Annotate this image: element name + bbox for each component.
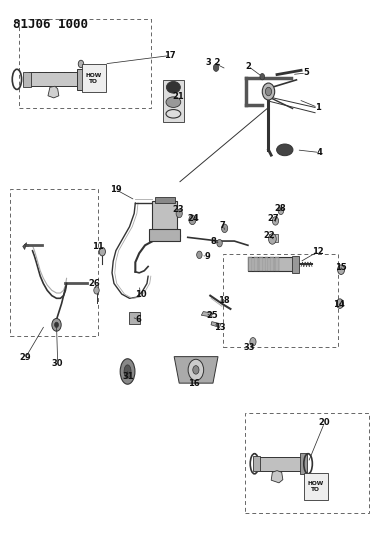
Circle shape: [197, 251, 202, 259]
Text: 18: 18: [218, 296, 229, 305]
Polygon shape: [48, 86, 59, 98]
Text: 24: 24: [188, 214, 199, 223]
Polygon shape: [211, 321, 221, 327]
Bar: [270, 257, 274, 271]
Bar: [129, 312, 140, 324]
Bar: [258, 457, 302, 471]
Bar: [304, 473, 328, 500]
Text: 11: 11: [92, 242, 104, 251]
Bar: [254, 257, 258, 271]
Circle shape: [269, 233, 276, 244]
Text: 13: 13: [214, 323, 225, 332]
Circle shape: [273, 216, 278, 225]
Text: 19: 19: [110, 185, 122, 194]
Text: 20: 20: [319, 418, 330, 427]
Ellipse shape: [277, 144, 293, 156]
Circle shape: [94, 287, 99, 294]
Polygon shape: [271, 471, 283, 483]
Circle shape: [217, 239, 222, 247]
Bar: [259, 257, 263, 271]
Circle shape: [52, 318, 61, 331]
Text: 26: 26: [89, 279, 100, 288]
Text: 14: 14: [333, 300, 345, 309]
Bar: [248, 257, 292, 271]
Text: 10: 10: [135, 289, 146, 298]
Bar: [152, 201, 177, 230]
Text: 25: 25: [206, 311, 218, 320]
Text: 28: 28: [274, 204, 286, 213]
Text: HOW
TO: HOW TO: [86, 73, 102, 84]
Circle shape: [337, 265, 344, 274]
Circle shape: [262, 83, 275, 100]
Text: 81J06 1000: 81J06 1000: [13, 18, 88, 31]
Bar: [253, 456, 260, 471]
Text: HOW
TO: HOW TO: [308, 481, 324, 492]
Text: 29: 29: [20, 353, 31, 362]
Circle shape: [260, 74, 265, 80]
Circle shape: [213, 64, 219, 71]
Text: 1: 1: [315, 103, 321, 112]
Bar: [155, 197, 175, 203]
Bar: [223, 254, 338, 347]
Ellipse shape: [167, 82, 180, 93]
Text: 8: 8: [210, 237, 216, 246]
Circle shape: [250, 337, 256, 346]
Circle shape: [176, 209, 182, 217]
Bar: [269, 233, 278, 242]
Bar: [265, 257, 269, 271]
Circle shape: [278, 207, 283, 215]
Text: 12: 12: [312, 247, 324, 256]
Text: 23: 23: [172, 205, 184, 214]
Ellipse shape: [120, 359, 135, 384]
Text: 5: 5: [303, 68, 309, 77]
Circle shape: [189, 215, 196, 224]
Ellipse shape: [166, 97, 181, 108]
Text: 4: 4: [317, 148, 323, 157]
Circle shape: [265, 87, 272, 96]
Bar: [149, 229, 180, 241]
Bar: [300, 453, 307, 474]
Polygon shape: [201, 312, 213, 317]
Text: 27: 27: [267, 214, 279, 223]
Text: 30: 30: [52, 359, 63, 367]
Bar: [77, 69, 85, 90]
Circle shape: [222, 224, 228, 232]
Bar: [19, 19, 151, 109]
Text: 22: 22: [264, 231, 275, 240]
Text: 21: 21: [172, 92, 184, 101]
Text: 6: 6: [136, 315, 142, 324]
Text: 2: 2: [245, 62, 251, 70]
Circle shape: [55, 322, 59, 327]
Ellipse shape: [124, 365, 131, 378]
Bar: [23, 72, 30, 87]
Circle shape: [188, 359, 204, 381]
Circle shape: [193, 366, 199, 374]
Polygon shape: [174, 357, 218, 383]
Circle shape: [336, 299, 343, 309]
Circle shape: [78, 60, 84, 68]
Text: 9: 9: [204, 253, 210, 262]
Bar: [82, 64, 106, 92]
Circle shape: [99, 247, 106, 256]
Text: 15: 15: [335, 263, 347, 272]
Bar: [29, 72, 83, 86]
Bar: [245, 414, 369, 513]
Polygon shape: [23, 243, 27, 249]
Bar: [163, 80, 184, 122]
Bar: [10, 189, 99, 336]
Text: 16: 16: [188, 378, 200, 387]
Text: 33: 33: [243, 343, 255, 352]
Bar: [276, 257, 279, 271]
Bar: [292, 256, 299, 273]
Bar: [248, 257, 252, 271]
Text: 3 2: 3 2: [206, 58, 220, 67]
Text: 31: 31: [122, 372, 134, 381]
Text: 7: 7: [220, 221, 226, 230]
Text: 17: 17: [165, 51, 176, 60]
